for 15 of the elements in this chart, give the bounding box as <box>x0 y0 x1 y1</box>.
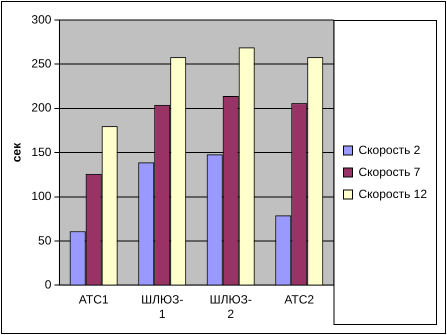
x-tick-label: АТС1 <box>78 292 109 307</box>
x-tick-label: ШЛЮЗ-2 <box>210 292 252 322</box>
x-tick-label: АТС2 <box>284 292 314 307</box>
legend-label: Скорость 7 <box>358 164 421 179</box>
y-tick-label: 50 <box>38 233 52 248</box>
y-tick-label: 100 <box>31 189 52 204</box>
legend-label: Скорость 2 <box>358 142 421 157</box>
y-tick-label: 300 <box>31 12 52 26</box>
y-tick-label: 250 <box>31 56 52 71</box>
x-tick-label: ШЛЮЗ-1 <box>141 292 184 322</box>
y-tick-label: 200 <box>31 100 52 115</box>
y-axis-title: сек <box>10 142 24 162</box>
legend-label: Скорость 12 <box>358 186 428 201</box>
y-tick-label: 150 <box>31 144 52 159</box>
y-tick-label: 0 <box>44 278 52 292</box>
